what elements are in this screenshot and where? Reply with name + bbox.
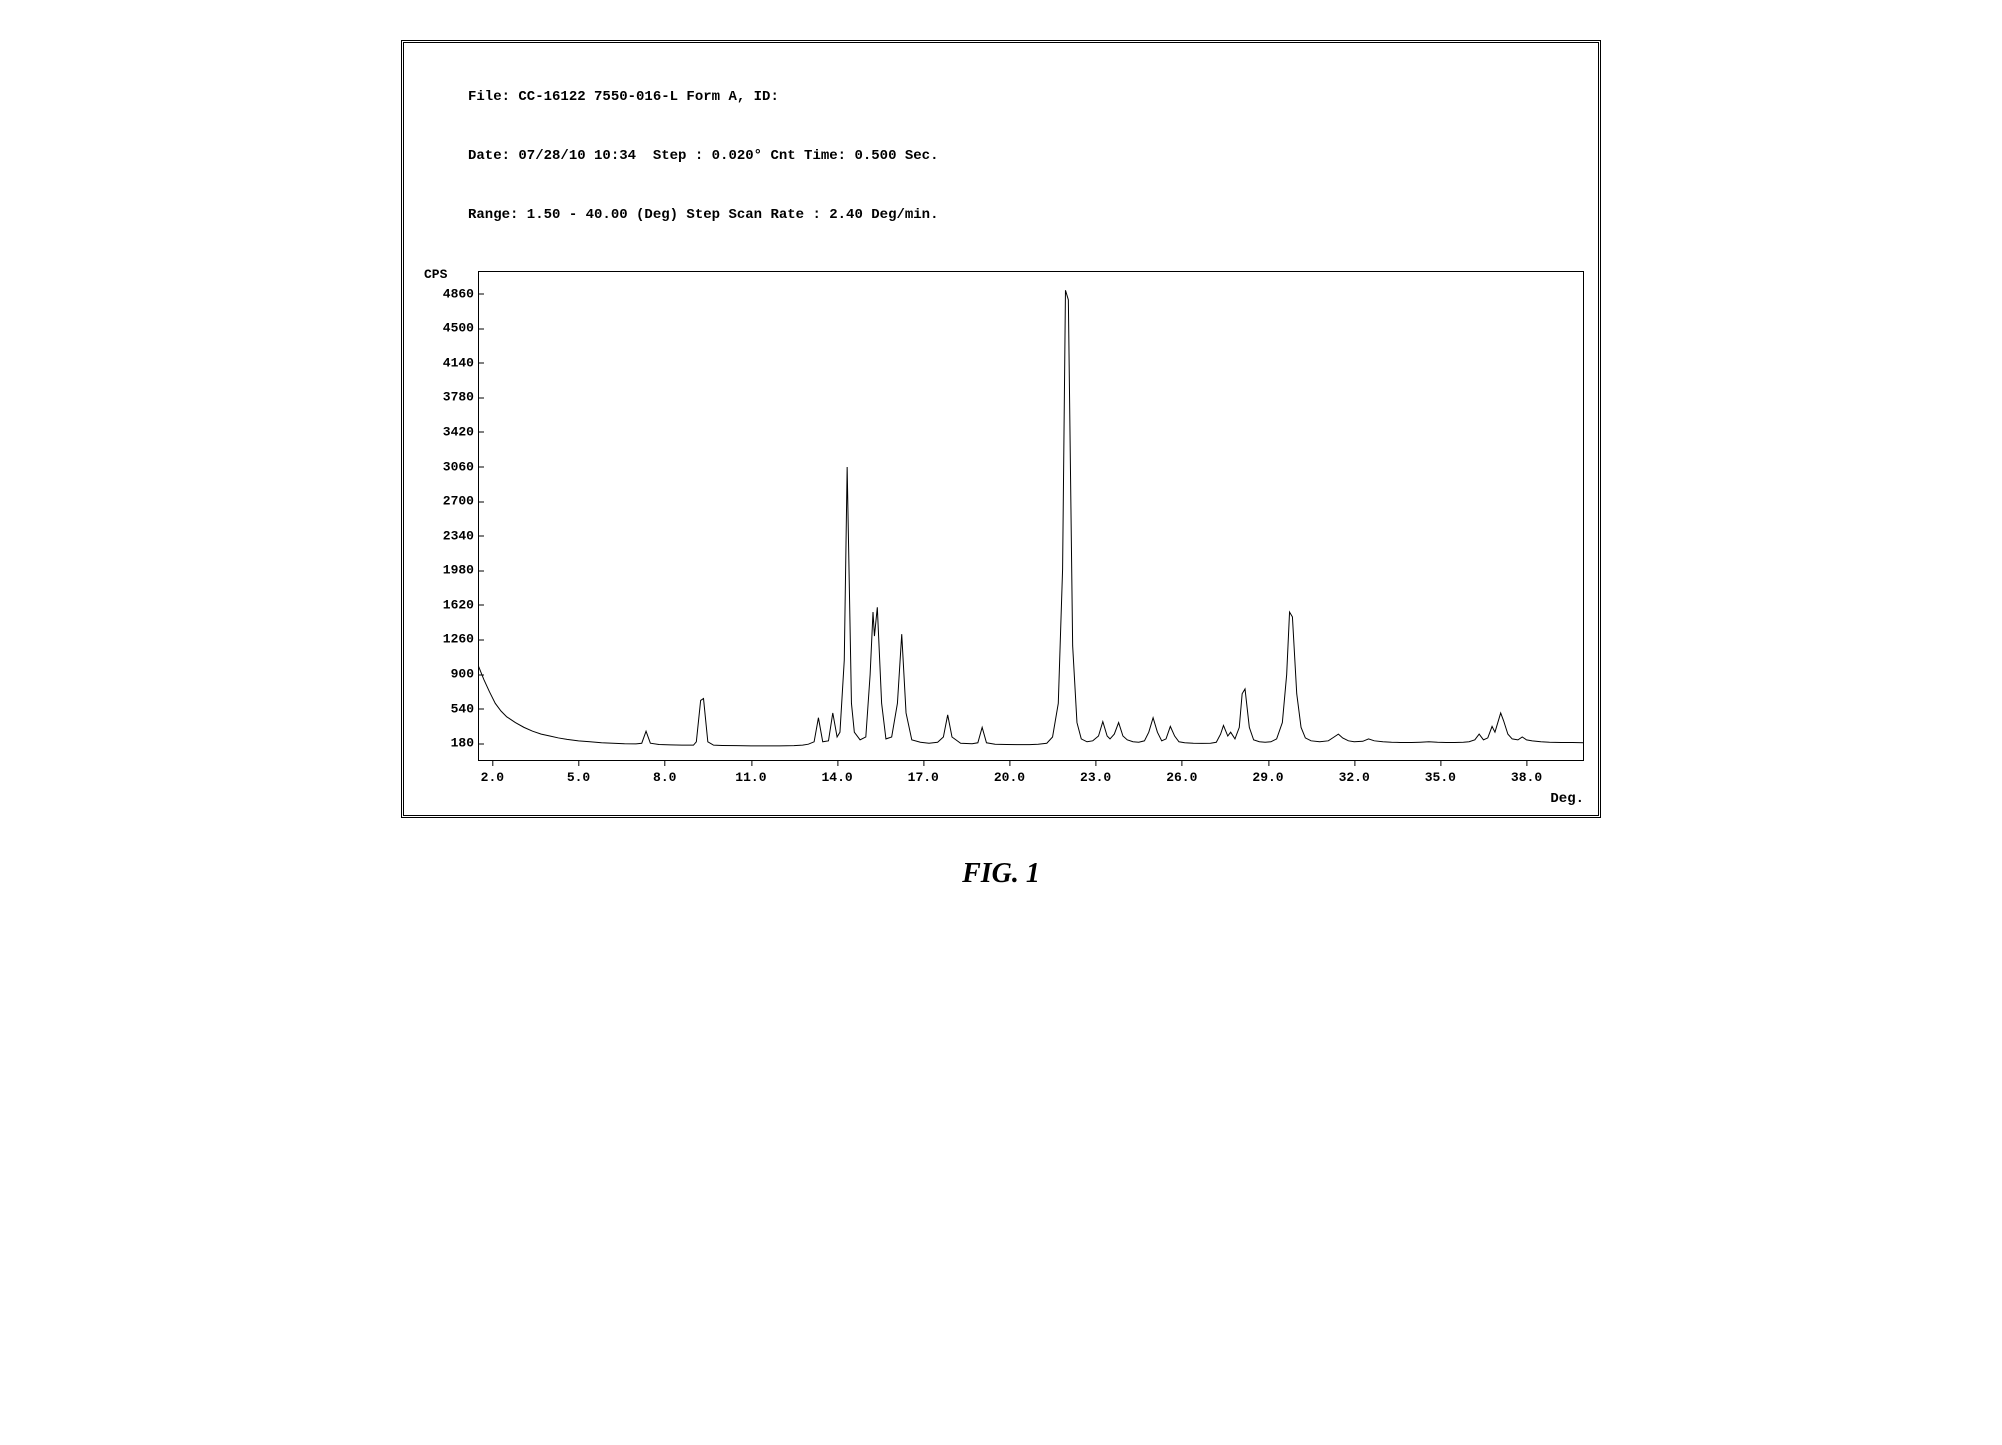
x-tick: 35.0 xyxy=(1425,770,1456,785)
header-line-2: Date: 07/28/10 10:34 Step : 0.020° Cnt T… xyxy=(468,147,1594,167)
x-tick: 26.0 xyxy=(1166,770,1197,785)
y-tick: 3060 xyxy=(408,459,474,474)
y-tick: 540 xyxy=(408,701,474,716)
x-tick: 17.0 xyxy=(908,770,939,785)
y-tick: 3420 xyxy=(408,424,474,439)
y-tick: 1620 xyxy=(408,597,474,612)
x-tick: 2.0 xyxy=(481,770,504,785)
y-axis-label: CPS xyxy=(424,267,447,282)
x-tick: 5.0 xyxy=(567,770,590,785)
x-tick: 20.0 xyxy=(994,770,1025,785)
figure-caption: FIG. 1 xyxy=(40,858,1962,890)
chart-area: CPS 180540900126016201980234027003060342… xyxy=(408,271,1594,811)
y-tick: 4140 xyxy=(408,355,474,370)
x-tick: 8.0 xyxy=(653,770,676,785)
y-tick: 2700 xyxy=(408,494,474,509)
xrd-trace xyxy=(478,290,1584,746)
y-tick: 180 xyxy=(408,736,474,751)
y-tick: 1260 xyxy=(408,632,474,647)
header-line-3: Range: 1.50 - 40.00 (Deg) Step Scan Rate… xyxy=(468,206,1594,226)
x-tick: 32.0 xyxy=(1339,770,1370,785)
y-tick: 2340 xyxy=(408,528,474,543)
x-tick: 38.0 xyxy=(1511,770,1542,785)
x-tick: 29.0 xyxy=(1252,770,1283,785)
y-tick: 900 xyxy=(408,667,474,682)
header-line-1: File: CC-16122 7550-016-L Form A, ID: xyxy=(468,88,1594,108)
y-tick: 4860 xyxy=(408,286,474,301)
xrd-chart-frame: File: CC-16122 7550-016-L Form A, ID: Da… xyxy=(401,40,1601,818)
y-tick: 3780 xyxy=(408,390,474,405)
x-tick: 23.0 xyxy=(1080,770,1111,785)
y-tick: 1980 xyxy=(408,563,474,578)
y-tick: 4500 xyxy=(408,321,474,336)
xrd-line-plot xyxy=(478,271,1584,761)
x-tick: 11.0 xyxy=(735,770,766,785)
chart-header: File: CC-16122 7550-016-L Form A, ID: Da… xyxy=(408,47,1594,267)
x-axis-label: Deg. xyxy=(1550,791,1584,807)
x-tick: 14.0 xyxy=(821,770,852,785)
